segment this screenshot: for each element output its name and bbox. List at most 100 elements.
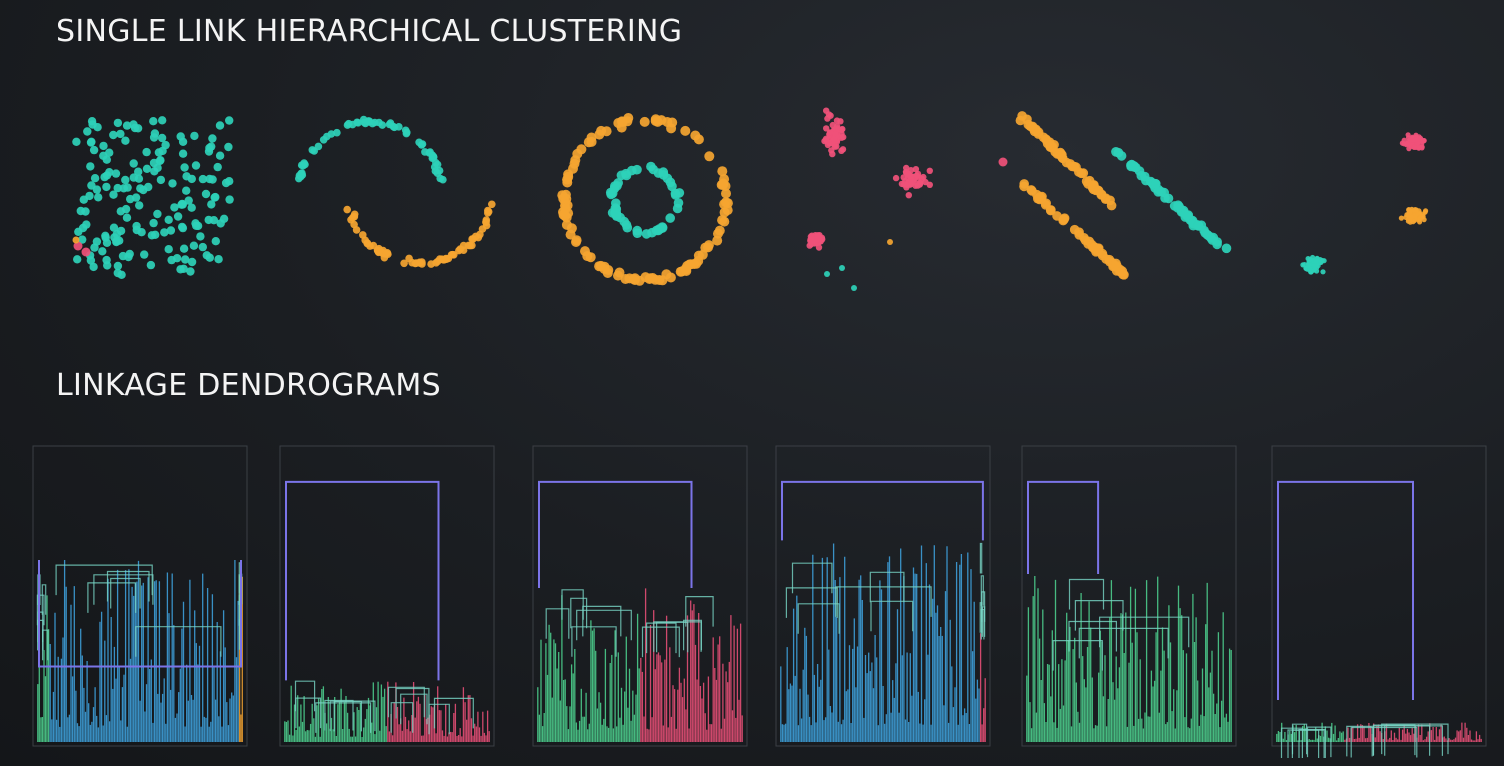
dendrogram-merge (55, 564, 153, 596)
dendrogram-merge (395, 687, 430, 719)
scatter-point (113, 261, 123, 271)
dendrogram-merge (428, 703, 450, 735)
scatter-point (359, 231, 367, 239)
scatter-point (438, 255, 446, 263)
scatter-point (839, 125, 846, 133)
dendrogram-anisotropic (1021, 445, 1237, 747)
scatter-point (87, 117, 97, 126)
scatter-point (187, 257, 197, 267)
scatter-point (912, 166, 920, 173)
dendrogram-varied-blobs (775, 445, 991, 747)
scatter-point (224, 142, 233, 152)
scatter-point (147, 231, 157, 240)
scatter-point (131, 193, 141, 202)
scatter-point (1412, 137, 1418, 143)
scatter-point (182, 186, 191, 195)
dendrogram-merge (791, 562, 833, 594)
scatter-point (837, 118, 844, 125)
scatter-point (142, 164, 152, 173)
scatter-point (297, 169, 305, 178)
scatter-point (1180, 212, 1191, 222)
scatter-point (851, 285, 857, 291)
scatter-point (689, 259, 700, 269)
scatter-point (129, 159, 138, 168)
dendrogram-merge (315, 702, 372, 733)
dendrogram-merge (294, 680, 316, 712)
scatter-point (824, 271, 830, 277)
scatter-point (1058, 214, 1069, 225)
scatter-point (721, 188, 731, 199)
scatter-point (1313, 258, 1319, 264)
dendrogram-merge (238, 574, 241, 605)
scatter-point (680, 264, 691, 274)
scatter-point (1173, 203, 1183, 213)
dendrogram-root-link (285, 480, 440, 681)
dendrogram-merge (1074, 600, 1124, 631)
scatter-point (187, 174, 196, 184)
scatter-plot-uniform (72, 116, 234, 279)
scatter-point (488, 200, 496, 209)
scatter-point (225, 195, 234, 204)
scatter-point (1045, 139, 1055, 150)
scatter-point (99, 141, 108, 151)
scatter-point (93, 123, 102, 132)
scatter-point (116, 129, 125, 139)
scatter-point (459, 246, 468, 254)
scatter-point (1398, 215, 1404, 221)
scatter-point (1026, 185, 1036, 195)
dendrogram-merge (571, 626, 617, 657)
scatter-point (601, 126, 612, 137)
dendrogram-frame (532, 445, 748, 747)
scatter-point (466, 241, 474, 250)
scatter-point (1035, 192, 1045, 202)
scatter-point (89, 262, 98, 272)
scatter-point (1163, 193, 1174, 204)
scatter-point (661, 269, 672, 280)
scatter-point (215, 121, 225, 130)
scatter-point (170, 203, 179, 212)
scatter-point (180, 163, 189, 172)
scatter-point (585, 252, 596, 263)
scatter-point (557, 190, 568, 201)
scatter-point (809, 236, 816, 243)
dendrogram-merge (545, 608, 570, 639)
dendrogram-merge (1291, 723, 1308, 755)
dendrogram-frame (1271, 445, 1487, 747)
scatter-point (90, 174, 100, 183)
scatter-point (435, 166, 444, 175)
dendrogram-circles (532, 445, 748, 747)
scatter-point (172, 254, 182, 263)
scatter-point (887, 239, 893, 245)
scatter-point (135, 201, 144, 210)
scatter-point (102, 182, 111, 192)
scatter-point (713, 228, 723, 239)
scatter-point (415, 138, 423, 147)
scatter-point (429, 153, 438, 161)
scatter-point (432, 259, 440, 267)
scatter-point (572, 148, 583, 159)
dendrogram-blobs (1271, 445, 1487, 758)
dendrogram-merge (37, 619, 44, 651)
scatter-point (191, 161, 201, 170)
scatter-point (914, 182, 921, 189)
dendrogram-merge (135, 626, 222, 657)
scatter-point (719, 216, 730, 227)
scatter-point (109, 190, 118, 199)
dendrogram-root-link (538, 480, 693, 588)
scatter-point (211, 192, 220, 202)
scatter-point (408, 258, 416, 267)
scatter-point (211, 237, 220, 246)
scatter-point (121, 136, 130, 145)
dendrogram-merge (1078, 627, 1169, 659)
scatter-point (178, 223, 188, 233)
scatter-point (181, 255, 190, 264)
scatter-point (81, 247, 91, 257)
scatter-point (830, 136, 838, 143)
scatter-plot-anisotropic (998, 111, 1232, 280)
scatter-point (193, 221, 203, 231)
scatter-point (202, 251, 211, 260)
scatter-point (905, 192, 912, 199)
scatter-point (83, 127, 92, 136)
scatter-point (79, 195, 89, 204)
scatter-point (421, 148, 429, 156)
